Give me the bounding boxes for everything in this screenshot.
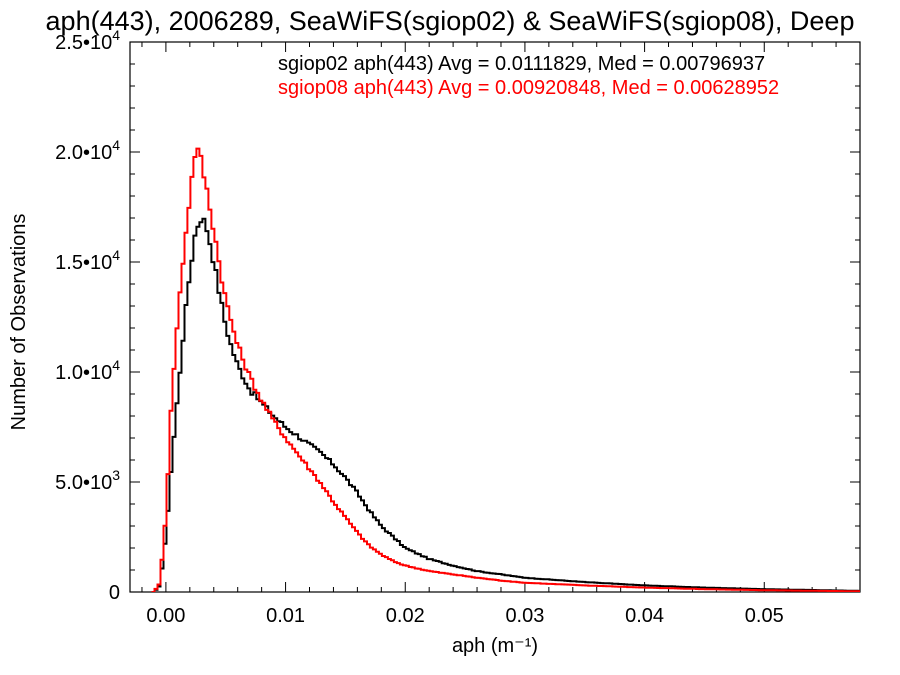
x-tick-label: 0.03 — [505, 605, 544, 627]
y-tick-mantissa: 1.5•10 — [55, 252, 112, 274]
y-tick-mantissa: 2.0•10 — [55, 142, 112, 164]
plot-frame — [129, 41, 861, 593]
y-tick-label: 5.0•103 — [55, 467, 120, 494]
y-tick-label: 2.5•104 — [55, 27, 120, 54]
y-tick-exponent: 4 — [112, 137, 120, 153]
y-tick-exponent: 4 — [112, 27, 120, 43]
y-tick-label: 0 — [109, 582, 120, 604]
x-tick-label: 0.02 — [386, 605, 425, 627]
series-line-2 — [151, 147, 860, 592]
x-axis: 0.00 0.01 0.02 0.03 0.04 0.05 — [141, 42, 837, 627]
y-axis-title: Number of Observations — [8, 214, 30, 431]
y-tick-exponent: 4 — [112, 357, 120, 373]
y-tick-mantissa: 2.5•10 — [55, 32, 112, 54]
y-tick-label: 1.5•104 — [55, 247, 120, 274]
series-line-1 — [151, 217, 860, 592]
legend: sgiop02 aph(443) Avg = 0.0111829, Med = … — [278, 53, 779, 99]
legend-entry-1: sgiop02 aph(443) Avg = 0.0111829, Med = … — [278, 53, 765, 75]
y-tick-mantissa: 5.0•10 — [55, 472, 112, 494]
y-tick-mantissa: 1.0•10 — [55, 362, 112, 384]
series-layer — [151, 147, 860, 592]
x-tick-label: 0.01 — [266, 605, 305, 627]
x-tick-label: 0.00 — [146, 605, 185, 627]
y-tick-exponent: 3 — [112, 467, 120, 483]
x-axis-title: aph (m⁻¹) — [452, 635, 538, 657]
legend-entry-2: sgiop08 aph(443) Avg = 0.00920848, Med =… — [278, 77, 779, 99]
x-tick-label: 0.04 — [625, 605, 664, 627]
y-tick-label: 1.0•104 — [55, 357, 120, 384]
y-tick-mantissa: 0 — [109, 582, 120, 604]
y-tick-exponent: 4 — [112, 247, 120, 263]
y-tick-label: 2.0•104 — [55, 137, 120, 164]
chart-title: aph(443), 2006289, SeaWiFS(sgiop02) & Se… — [46, 6, 855, 36]
x-tick-label: 0.05 — [745, 605, 784, 627]
